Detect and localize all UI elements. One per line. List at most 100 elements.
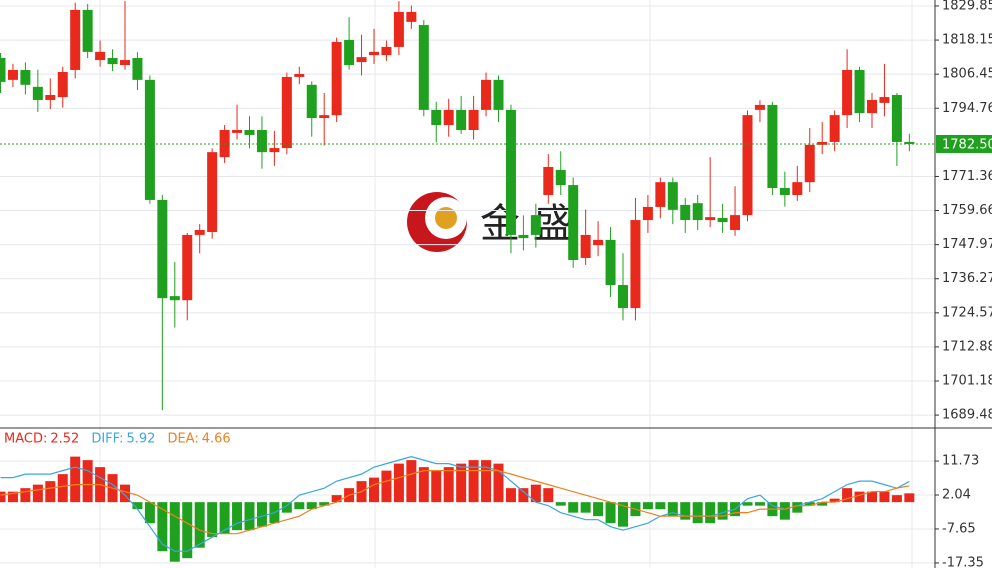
macd-bar (518, 488, 529, 503)
candle-body (256, 129, 267, 153)
macd-bar (369, 477, 379, 503)
y-tick-label: 1724.57 (942, 305, 992, 320)
macd-bar (393, 463, 404, 503)
macd-bar (319, 502, 330, 506)
macd-bar (655, 502, 666, 510)
candle-body (518, 234, 529, 239)
macd-bar (182, 502, 193, 559)
macd-bar (456, 463, 467, 503)
macd-bar (194, 502, 205, 548)
y-tick-label: 1747.97 (942, 237, 992, 252)
candle-body (45, 95, 56, 100)
y-tick-label: -17.35 (942, 555, 984, 568)
candle-body (481, 79, 492, 110)
macd-bar (70, 456, 81, 503)
candle-body (543, 167, 554, 195)
macd-bar (879, 491, 890, 503)
y-tick-label: 1818.15 (942, 33, 992, 48)
y-tick-label: 1829.85 (942, 0, 992, 13)
macd-bar (306, 502, 317, 510)
legend-name: MACD: (4, 432, 47, 447)
candle-body (381, 46, 392, 56)
logo-core (435, 207, 457, 229)
y-tick-label: 11.73 (942, 454, 979, 469)
macd-bar (555, 502, 566, 506)
macd-bar (705, 502, 716, 524)
watermark: 金 盛 (407, 192, 573, 252)
macd-bar (742, 502, 753, 506)
candle-body (269, 148, 280, 153)
macd-bar (7, 491, 18, 503)
macd-bar (120, 484, 130, 503)
macd-bar (692, 502, 703, 524)
macd-bar (169, 502, 180, 562)
candle-body (692, 203, 703, 221)
candle-body (568, 185, 579, 260)
macd-bar (0, 491, 6, 503)
y-tick-label: 1806.45 (942, 67, 992, 82)
macd-bar (817, 502, 828, 506)
candle-body (705, 217, 716, 221)
macd-bar (468, 460, 479, 503)
candle-body (605, 239, 616, 286)
macd-bar (418, 467, 429, 503)
legend-value: 2.52 (50, 432, 79, 447)
candle-body (618, 285, 628, 309)
candle-body (630, 220, 641, 309)
macd-bar (754, 502, 765, 506)
macd-bar (779, 502, 790, 520)
candle-body (319, 115, 330, 119)
macd-bar (891, 495, 902, 503)
candle-body (244, 129, 255, 135)
candle-body (144, 79, 155, 200)
candle-body (356, 57, 367, 63)
candle-body (468, 109, 479, 130)
macd-bar (481, 460, 492, 503)
macd-bar (667, 502, 678, 517)
macd-bar (842, 488, 853, 503)
macd-bar (45, 481, 56, 503)
candle-body (505, 109, 516, 235)
y-tick-label: 1771.36 (942, 169, 992, 184)
macd-bar (804, 502, 815, 506)
macd-bar (792, 502, 803, 513)
candle-body (406, 11, 417, 22)
candle-body (891, 95, 902, 142)
candle-body (157, 199, 168, 299)
macd-bar (443, 467, 454, 503)
y-tick-label: 1689.48 (942, 408, 992, 423)
macd-bar (717, 502, 728, 520)
candle-body (593, 239, 604, 246)
candle-body (194, 229, 205, 235)
macd-bar (904, 493, 915, 503)
macd-bar (605, 502, 616, 524)
candle-body (680, 204, 691, 221)
macd-bar (431, 470, 442, 503)
candle-body (817, 141, 828, 145)
watermark-text: 金 盛 (480, 201, 573, 247)
candle-body (95, 51, 106, 61)
candle-body (169, 296, 180, 301)
macd-bar (580, 502, 591, 513)
candle-body (294, 74, 305, 77)
candle-body (281, 76, 292, 149)
macd-bar (867, 491, 877, 503)
candle-body (867, 99, 877, 114)
candle-body (456, 109, 467, 130)
macd-bar (132, 502, 143, 510)
macd-bar (854, 491, 865, 503)
macd-bar (493, 463, 504, 503)
candle-body (879, 97, 890, 103)
macd-bar (281, 502, 292, 513)
candle-body (207, 152, 218, 233)
macd-bar (20, 488, 31, 503)
macd-bar (144, 502, 155, 524)
candle-body (717, 218, 728, 223)
macd-bar (829, 498, 840, 503)
candle-body (580, 234, 591, 258)
last-price-label: 1782.50 (942, 137, 992, 152)
macd-bar (406, 460, 417, 503)
candle-body (555, 169, 566, 186)
y-tick-label: -7.65 (942, 521, 976, 536)
last-price-box (936, 134, 992, 153)
